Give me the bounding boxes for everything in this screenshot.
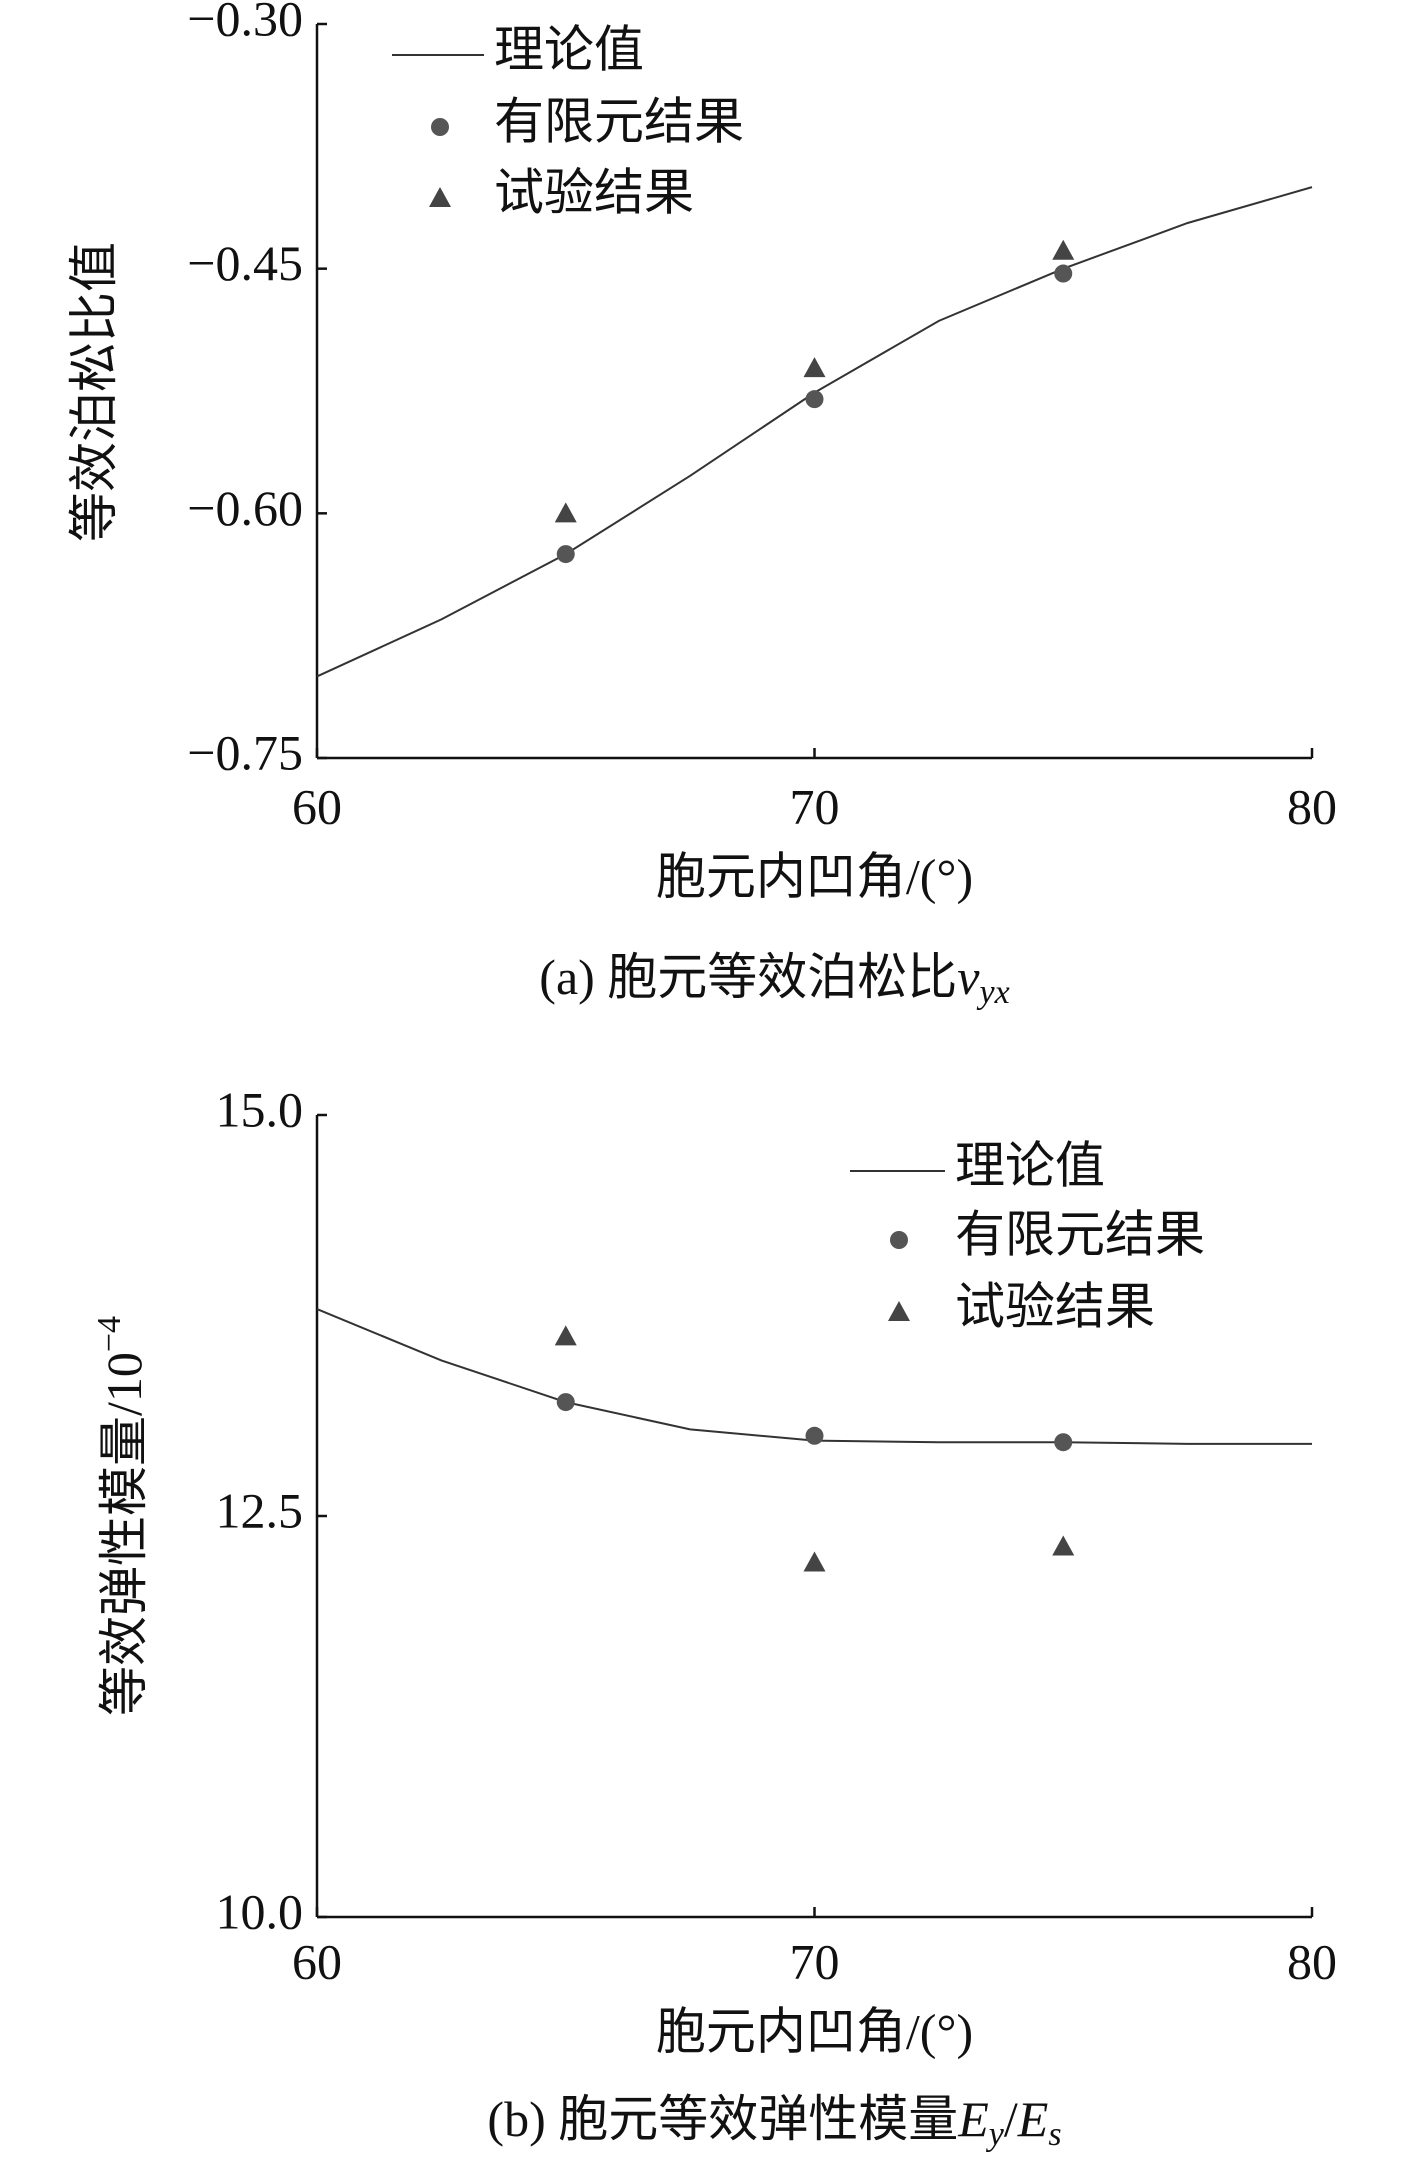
caption: (a) 胞元等效泊松比vyx bbox=[539, 949, 1009, 1010]
chart: −0.75 −0.60 −0.45 −0.30 60 70 80 胞元内凹角/(°) 等效泊松比… bbox=[66, 0, 1337, 1011]
point bbox=[554, 1325, 577, 1346]
x-tick-label: 70 bbox=[790, 778, 840, 834]
text-part: yx bbox=[977, 974, 1010, 1011]
legend-label: 试验结果 bbox=[494, 164, 694, 220]
legend-swatch bbox=[429, 187, 451, 207]
legend-label: 试验结果 bbox=[955, 1278, 1155, 1334]
y-tick-label: −0.60 bbox=[187, 480, 303, 536]
point bbox=[1054, 1433, 1073, 1452]
y-tick-label: 15.0 bbox=[216, 1081, 304, 1137]
x-tick-label: 60 bbox=[292, 1933, 342, 1989]
point bbox=[556, 545, 575, 564]
point bbox=[805, 1426, 824, 1445]
x-tick-label: 80 bbox=[1287, 778, 1337, 834]
point bbox=[805, 390, 824, 409]
x-tick-label: 60 bbox=[292, 778, 342, 834]
legend-label: 理论值 bbox=[494, 21, 644, 77]
text-part: 等效泊松比值 bbox=[66, 242, 122, 542]
y-tick-label: −0.45 bbox=[187, 235, 303, 291]
point bbox=[556, 1393, 575, 1412]
point bbox=[1054, 264, 1073, 283]
line bbox=[316, 1308, 1312, 1445]
text-part: 等效弹性模量/10 bbox=[96, 1352, 152, 1716]
point bbox=[803, 357, 826, 378]
point bbox=[1052, 1535, 1075, 1556]
y-axis-label: 等效弹性模量/10−4 bbox=[91, 1316, 153, 1716]
legend-label: 有限元结果 bbox=[955, 1206, 1205, 1262]
point bbox=[803, 1551, 826, 1572]
legend-swatch bbox=[888, 1301, 910, 1321]
text-part: (b) 胞元等效弹性模量 bbox=[487, 2091, 958, 2147]
text-part: s bbox=[1048, 2116, 1061, 2153]
chart: 10.0 12.5 15.0 60 70 80 胞元内凹角/(°) 等效弹性模量/10−4 (b… bbox=[91, 1081, 1337, 2152]
x-tick-label: 70 bbox=[790, 1933, 840, 1989]
y-tick-label: −0.75 bbox=[187, 724, 303, 780]
text-part: −4 bbox=[91, 1316, 128, 1352]
point bbox=[554, 502, 577, 523]
legend-swatch bbox=[890, 1231, 908, 1249]
x-tick-label: 80 bbox=[1287, 1933, 1337, 1989]
point bbox=[1052, 239, 1075, 260]
text-part: (a) 胞元等效泊松比 bbox=[539, 949, 957, 1005]
line bbox=[316, 186, 1313, 678]
y-tick-label: 10.0 bbox=[216, 1883, 304, 1939]
y-tick-label: 12.5 bbox=[216, 1482, 304, 1538]
text-part: / bbox=[1004, 2091, 1018, 2147]
x-axis-label: 胞元内凹角/(°) bbox=[656, 848, 973, 904]
legend-label: 理论值 bbox=[955, 1137, 1105, 1193]
text-part: E bbox=[1017, 2091, 1049, 2147]
y-tick-label: −0.30 bbox=[187, 0, 303, 46]
legend-label: 有限元结果 bbox=[494, 93, 744, 149]
text-part: v bbox=[957, 949, 980, 1005]
y-axis-label: 等效泊松比值 bbox=[66, 242, 122, 542]
legend-swatch bbox=[431, 118, 449, 136]
caption: (b) 胞元等效弹性模量Ey/Es bbox=[487, 2091, 1061, 2152]
x-axis-label: 胞元内凹角/(°) bbox=[656, 2003, 973, 2059]
text-part: y bbox=[986, 2116, 1005, 2153]
text-part: E bbox=[957, 2091, 989, 2147]
